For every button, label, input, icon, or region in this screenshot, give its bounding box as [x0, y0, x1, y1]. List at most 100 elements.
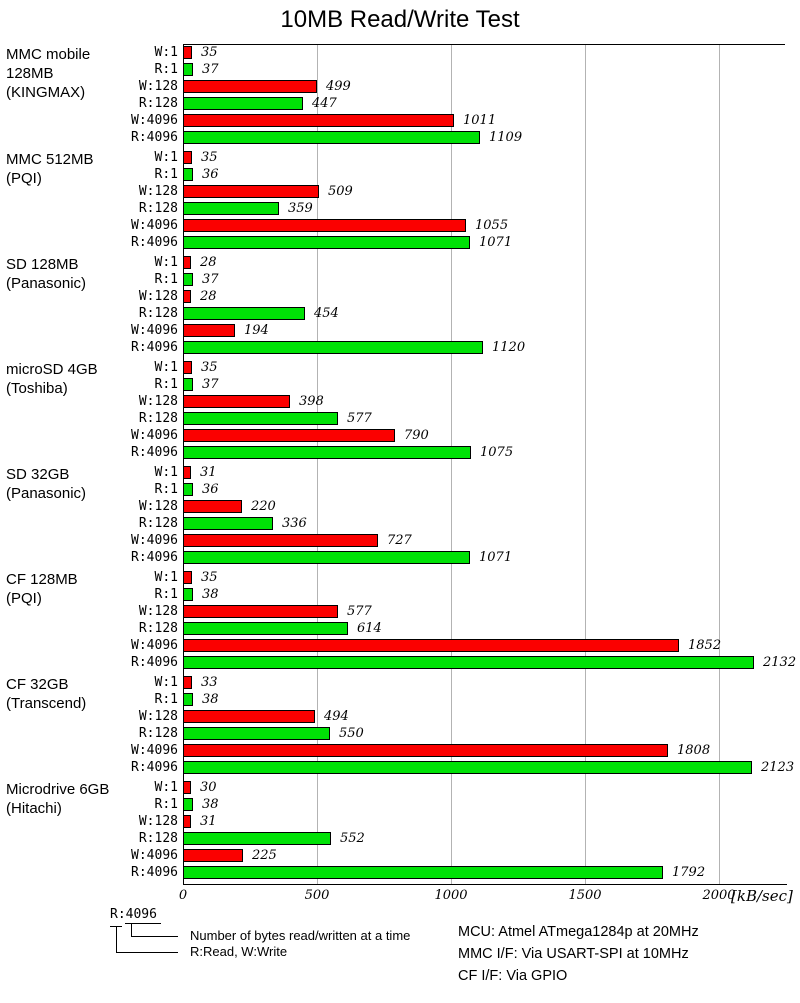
bar-value-label: 28 — [200, 255, 217, 270]
x-axis-tick-label: 2000 — [702, 888, 736, 903]
bar-category-label: R:4096 — [131, 340, 178, 355]
plot-top-border — [183, 44, 785, 45]
bar-category-label: R:128 — [138, 306, 178, 321]
bar-category-label: R:128 — [138, 516, 178, 531]
bar-category-label: R:1 — [154, 692, 178, 707]
bar-value-label: 577 — [347, 411, 372, 426]
device-label-line: (Toshiba) — [6, 380, 68, 397]
x-axis-tick-label: 0 — [178, 888, 188, 903]
bar-value-label: 447 — [312, 96, 337, 111]
bar-value-label: 38 — [202, 692, 219, 707]
bar-category-label: W:1 — [154, 360, 178, 375]
read-bar — [183, 63, 193, 76]
bar-category-label: R:128 — [138, 726, 178, 741]
gridline-1500 — [585, 44, 586, 884]
bar-category-label: R:1 — [154, 167, 178, 182]
bar-category-label: W:4096 — [131, 743, 178, 758]
bar-category-label: R:1 — [154, 377, 178, 392]
device-label: SD 32GB (Panasonic) — [6, 465, 156, 503]
bar-category-label: W:128 — [138, 814, 178, 829]
device-label-line: (KINGMAX) — [6, 84, 86, 101]
bar-category-label: W:128 — [138, 709, 178, 724]
read-bar — [183, 866, 663, 879]
bar-value-label: 1852 — [688, 638, 722, 653]
read-bar — [183, 517, 273, 530]
bar-category-label: R:4096 — [131, 550, 178, 565]
bar-category-label: W:4096 — [131, 428, 178, 443]
write-bar — [183, 80, 317, 93]
write-bar — [183, 849, 243, 862]
bar-value-label: 1792 — [672, 865, 706, 880]
bar-value-label: 454 — [314, 306, 339, 321]
bar-category-label: W:128 — [138, 79, 178, 94]
bar-value-label: 499 — [326, 79, 351, 94]
read-bar — [183, 131, 480, 144]
write-bar — [183, 781, 191, 794]
bar-value-label: 37 — [202, 272, 219, 287]
bar-category-label: W:128 — [138, 289, 178, 304]
device-label-line: (PQI) — [6, 590, 42, 607]
bar-category-label: R:128 — [138, 831, 178, 846]
bar-category-label: W:128 — [138, 184, 178, 199]
device-label-line: Microdrive 6GB — [6, 781, 110, 798]
bar-category-label: W:1 — [154, 150, 178, 165]
bar-category-label: R:128 — [138, 96, 178, 111]
bar-category-label: R:4096 — [131, 865, 178, 880]
read-bar — [183, 341, 483, 354]
bar-value-label: 28 — [200, 289, 217, 304]
bar-value-label: 1120 — [492, 340, 526, 355]
bar-value-label: 336 — [282, 516, 307, 531]
read-bar — [183, 307, 305, 320]
gridline-1000 — [451, 44, 452, 884]
axis-unit-label: [kB/sec] — [731, 887, 793, 905]
device-label: microSD 4GB (Toshiba) — [6, 360, 156, 398]
bar-category-label: W:4096 — [131, 113, 178, 128]
write-bar — [183, 114, 454, 127]
write-bar — [183, 534, 378, 547]
bar-category-label: R:4096 — [131, 445, 178, 460]
device-label: CF 128MB (PQI) — [6, 570, 156, 608]
read-bar — [183, 551, 470, 564]
bar-value-label: 38 — [202, 587, 219, 602]
bar-category-label: R:4096 — [131, 760, 178, 775]
write-bar — [183, 185, 319, 198]
read-bar — [183, 656, 754, 669]
bar-value-label: 35 — [201, 360, 218, 375]
info-cf-interface: CF I/F: Via GPIO — [458, 968, 568, 984]
write-bar — [183, 466, 191, 479]
legend-connector-bytes — [131, 923, 178, 937]
bar-value-label: 550 — [339, 726, 364, 741]
bar-category-label: R:1 — [154, 587, 178, 602]
bar-value-label: 614 — [357, 621, 382, 636]
bar-category-label: R:128 — [138, 201, 178, 216]
read-bar — [183, 798, 193, 811]
read-bar — [183, 412, 338, 425]
read-bar — [183, 378, 193, 391]
bar-value-label: 194 — [244, 323, 269, 338]
device-label: CF 32GB (Transcend) — [6, 675, 156, 713]
read-bar — [183, 832, 331, 845]
bar-value-label: 1109 — [489, 130, 523, 145]
device-label-line: microSD 4GB — [6, 361, 98, 378]
write-bar — [183, 815, 191, 828]
bar-category-label: W:4096 — [131, 848, 178, 863]
device-label-line: MMC 512MB — [6, 151, 94, 168]
bar-value-label: 33 — [201, 675, 218, 690]
write-bar — [183, 429, 395, 442]
bar-category-label: W:4096 — [131, 533, 178, 548]
write-bar — [183, 46, 192, 59]
info-mcu: MCU: Atmel ATmega1284p at 20MHz — [458, 924, 699, 940]
legend-connector-rw — [116, 926, 178, 953]
bar-category-label: W:128 — [138, 604, 178, 619]
device-label-line: CF 128MB — [6, 571, 78, 588]
read-bar — [183, 483, 193, 496]
bar-category-label: R:1 — [154, 62, 178, 77]
read-bar — [183, 761, 752, 774]
write-bar — [183, 710, 315, 723]
device-label-line: SD 32GB — [6, 466, 70, 483]
bar-value-label: 552 — [340, 831, 365, 846]
bar-category-label: W:4096 — [131, 638, 178, 653]
device-label-line: (PQI) — [6, 170, 42, 187]
write-bar — [183, 639, 679, 652]
